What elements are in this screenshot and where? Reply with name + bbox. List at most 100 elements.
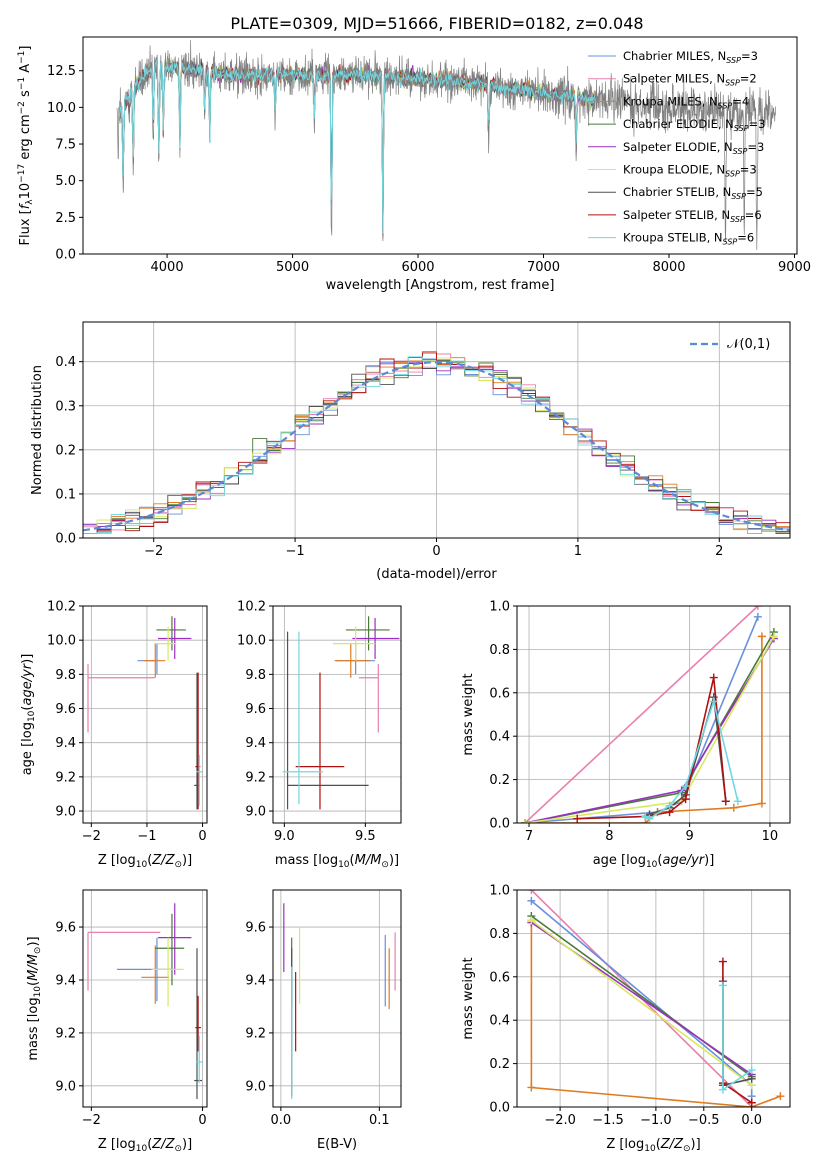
residuals-ylabel: Normed distribution [30,365,45,495]
label-part: Z [log [98,1137,136,1152]
z-mass-axes: −2 09.09.29.49.6Z [log10(Z/Z⊙)]mass [log1… [26,889,208,1154]
weight-marker [645,814,654,823]
spectrum-frame [82,36,798,255]
z-weight-xtick-label: −0.5 [688,1113,720,1128]
label-part: −1 [17,51,27,64]
label-part: ⊙ [683,1144,691,1154]
z-age-ytick-label: 10.0 [47,634,76,649]
label-part: 10 [136,1144,148,1154]
label-part: )] [182,853,192,868]
z-age-xtick-label: 0 [198,829,206,844]
label-part: Kroupa STELIB, N [623,231,723,245]
legend-entry-label: Chabrier STELIB, NSSP=5 [623,185,763,201]
weight-line [577,677,727,820]
z-age-grid [83,605,207,823]
ebv-mass-ytick-label: 9.2 [245,1026,266,1041]
age-weight-ytick-label: 0.0 [489,817,510,832]
residuals-xlabel: (data-model)/error [376,567,497,582]
z-mass-xtick-label: −2 [82,1113,101,1128]
residuals-xtick-label: 1 [574,544,582,559]
label-part: =4 [732,94,749,108]
label-part: ( [26,981,41,986]
label-part: SSP [730,215,745,224]
residuals-xtick-label: −1 [286,544,305,559]
weight-marker [681,795,690,804]
spectrum-xtick-label: 4000 [151,260,184,275]
weight-marker [573,814,582,823]
label-part: Chabrier STELIB, N [623,185,731,199]
label-part: 10 [338,860,350,870]
label-part: SSP [725,170,740,179]
label-part: Z [log [606,1137,644,1152]
legend-entry-label: Salpeter STELIB, NSSP=6 [623,208,762,224]
weight-marker [521,819,530,823]
weight-marker [641,812,650,821]
z-age-ytick-label: 9.0 [55,805,76,820]
spectrum-xtick-label: 5000 [276,260,309,275]
z-mass-frame [82,889,208,1108]
residuals-xtick-label: −2 [144,544,163,559]
z-age-xtick-label: −1 [137,829,156,844]
residuals-ytick-label: 0.0 [55,532,76,547]
label-part: =2 [740,72,757,86]
z-mass-xtick-label: 0 [198,1113,206,1128]
label-part: Chabrier MILES, N [623,49,726,63]
label-part: mass [log [275,853,338,868]
label-part: SSP [731,192,746,201]
label-part: )] [389,853,399,868]
spectrum-ylabel: Flux [fλ10−17 erg cm−2 s−1 A−1] [17,46,35,246]
weight-marker [681,782,690,791]
z-weight-xtick-label: −2.0 [544,1113,576,1128]
z-weight-ylabel: mass weight [461,957,476,1039]
label-part: mass [log [26,997,41,1060]
spectrum-xtick-label: 7000 [527,260,560,275]
age-weight-ytick-label: 0.8 [489,643,510,658]
label-part: )] [20,654,35,664]
label-part: Salpeter ELODIE, N [623,140,733,154]
z-weight-xlabel: Z [log10(Z/Z⊙)] [606,1137,700,1154]
mass-age-grid [273,605,401,823]
label-part: 10 [18,183,33,200]
age-weight-ytick-label: 1.0 [489,600,510,615]
label-part: ] [18,46,33,51]
weight-marker [718,981,727,990]
z-mass-ytick-label: 9.4 [55,973,76,988]
z-age-ytick-label: 9.8 [55,668,76,683]
age-weight-ylabel: mass weight [461,673,476,755]
label-part: Z/Z [151,1137,175,1152]
spectrum-ytick-label: 7.5 [55,138,76,153]
mass-age-ytick-label: 9.0 [245,805,266,820]
z-age-ytick-label: 9.6 [55,702,76,717]
label-part: 10 [644,1144,656,1154]
label-part: age [log [20,722,35,775]
z-weight-ytick-label: 0.0 [489,1101,510,1116]
z-age-axes: −2 −1 09.09.29.49.69.810.010.2Z [log10(Z/Z… [20,600,208,870]
label-part: =3 [749,117,766,131]
label-part: Kroupa MILES, N [623,94,718,108]
z-weight-ytick-label: 0.2 [489,1057,510,1072]
weight-marker [757,632,766,641]
label-part: λ [25,199,35,205]
spectrum-axes: 4000 5000 6000 7000 8000 9000 0.0 2.5 5.0 7.5 10.0… [17,36,811,293]
legend-entry-label: Kroupa STELIB, NSSP=6 [623,231,754,247]
residuals-ytick-label: 0.1 [55,487,76,502]
z-mass-grid [83,890,207,1107]
age-weight-ytick-label: 0.4 [489,730,510,745]
label-part: A [18,64,33,77]
mass-age-ytick-label: 9.8 [245,668,266,683]
label-part: −2 [17,101,27,114]
legend-entry-label: Salpeter MILES, NSSP=2 [623,72,757,88]
label-part: ( [20,706,35,711]
weight-marker [769,632,778,641]
ebv-mass-frame [272,889,402,1108]
age-weight-frame [516,605,791,824]
label-part: age/yr [662,853,705,868]
ebv-mass-plot-area [283,903,396,1100]
weight-marker [721,797,730,806]
label-part: =3 [747,140,764,154]
mass-age-xtick-label: 9.0 [274,829,295,844]
label-part: Kroupa ELODIE, N [623,163,725,177]
label-part: ( [656,1137,661,1152]
